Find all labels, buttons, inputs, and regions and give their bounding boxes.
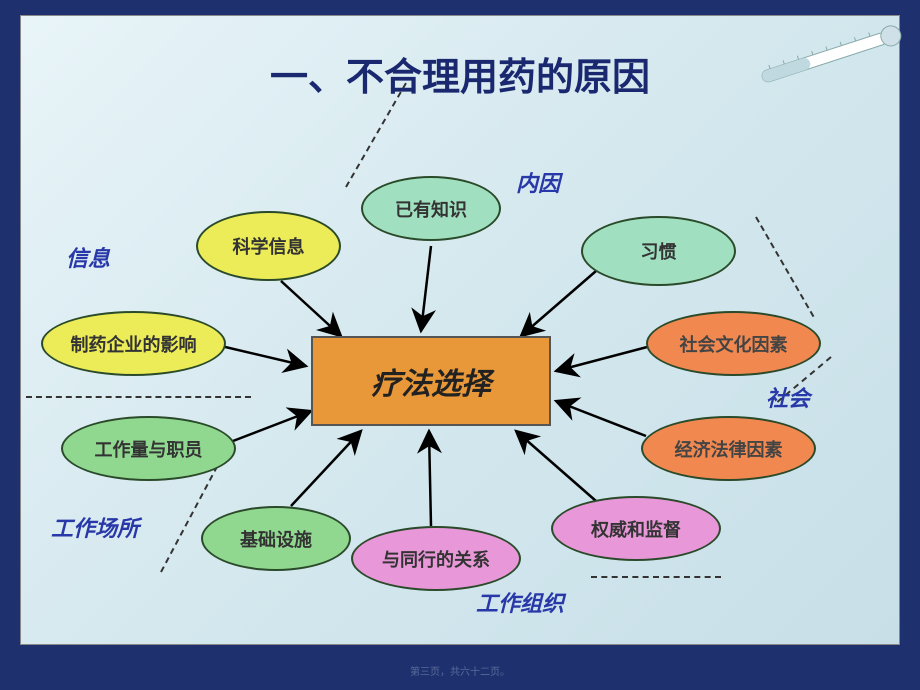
- slide-canvas: 一、不合理用药的原因 已有知识习惯 科学信息制药企业的影响 社会文化因素经济法律因素…: [20, 15, 900, 645]
- dashed-separator: [591, 576, 721, 578]
- category-label: 信息: [66, 241, 110, 273]
- node-ellipse: 经济法律因素: [641, 416, 816, 481]
- node-ellipse: 习惯: [581, 216, 736, 286]
- node-ellipse: 社会文化因素: [646, 311, 821, 376]
- page-footer: 第三页，共六十二页。: [410, 663, 510, 678]
- node-ellipse: 制药企业的影响: [41, 311, 226, 376]
- dashed-separator: [755, 217, 814, 318]
- node-ellipse: 工作量与职员: [61, 416, 236, 481]
- category-label: 社会: [766, 381, 810, 413]
- dashed-separator: [26, 396, 251, 398]
- center-box: 疗法选择: [311, 336, 551, 426]
- dashed-separator: [160, 466, 218, 573]
- node-ellipse: 权威和监督: [551, 496, 721, 561]
- node-ellipse: 科学信息: [196, 211, 341, 281]
- thermometer-icon: [747, 12, 912, 99]
- node-ellipse: 基础设施: [201, 506, 351, 571]
- category-label: 内因: [516, 166, 560, 198]
- category-label: 工作场所: [51, 511, 139, 543]
- slide-title: 一、不合理用药的原因: [270, 46, 650, 101]
- category-label: 工作组织: [476, 586, 564, 618]
- node-ellipse: 与同行的关系: [351, 526, 521, 591]
- node-ellipse: 已有知识: [361, 176, 501, 241]
